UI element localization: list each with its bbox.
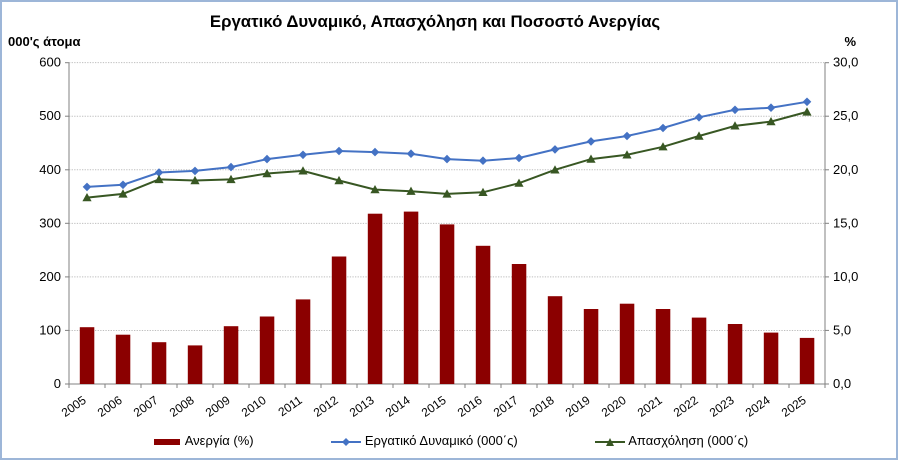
svg-text:2014: 2014: [383, 393, 413, 420]
svg-text:300: 300: [39, 215, 61, 230]
svg-text:400: 400: [39, 162, 61, 177]
svg-text:2009: 2009: [203, 393, 233, 420]
svg-text:15,0: 15,0: [833, 215, 858, 230]
svg-text:2007: 2007: [131, 393, 161, 420]
svg-text:2013: 2013: [347, 393, 377, 420]
svg-text:2020: 2020: [599, 393, 629, 420]
svg-text:2015: 2015: [419, 393, 449, 420]
svg-text:30,0: 30,0: [833, 55, 858, 70]
svg-text:2005: 2005: [59, 393, 89, 420]
svg-text:2021: 2021: [635, 393, 665, 420]
svg-text:2010: 2010: [239, 393, 269, 420]
svg-text:2025: 2025: [779, 393, 809, 420]
svg-text:100: 100: [39, 322, 61, 337]
svg-text:2023: 2023: [707, 393, 737, 420]
svg-text:500: 500: [39, 108, 61, 123]
svg-text:2017: 2017: [491, 393, 521, 420]
svg-text:2016: 2016: [455, 393, 485, 420]
svg-text:0: 0: [54, 376, 61, 391]
svg-text:2006: 2006: [95, 393, 125, 420]
svg-text:2019: 2019: [563, 393, 593, 420]
svg-text:2022: 2022: [671, 393, 701, 420]
svg-text:600: 600: [39, 55, 61, 70]
svg-text:200: 200: [39, 269, 61, 284]
svg-text:5,0: 5,0: [833, 322, 851, 337]
svg-text:2008: 2008: [167, 393, 197, 420]
svg-text:10,0: 10,0: [833, 269, 858, 284]
svg-text:20,0: 20,0: [833, 162, 858, 177]
svg-text:25,0: 25,0: [833, 108, 858, 123]
svg-text:2012: 2012: [311, 393, 341, 420]
svg-text:2024: 2024: [743, 393, 773, 420]
svg-text:2018: 2018: [527, 393, 557, 420]
svg-text:2011: 2011: [276, 393, 305, 419]
svg-text:0,0: 0,0: [833, 376, 851, 391]
